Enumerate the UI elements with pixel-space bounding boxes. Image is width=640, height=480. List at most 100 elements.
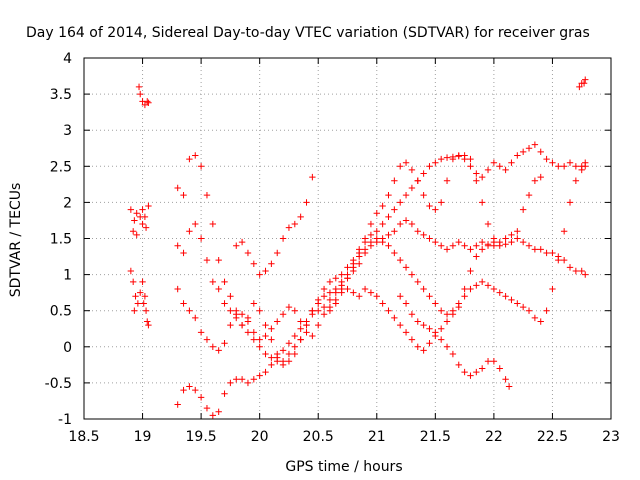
data-point [426, 235, 433, 242]
data-point [215, 256, 222, 264]
data-point [186, 383, 193, 390]
data-point [478, 173, 486, 181]
x-axis-title: GPS time / hours [285, 459, 402, 475]
data-point [227, 321, 234, 329]
data-point [197, 329, 205, 336]
y-tick-label: 1 [63, 268, 72, 284]
data-point [426, 293, 433, 300]
data-point [408, 271, 416, 278]
data-point [437, 307, 445, 314]
data-point [145, 99, 152, 106]
data-point [473, 253, 480, 260]
data-point [484, 358, 492, 365]
data-point [397, 163, 404, 170]
data-point [408, 336, 416, 343]
data-point [478, 238, 486, 246]
data-point [233, 311, 240, 318]
data-point [531, 314, 539, 322]
data-point [420, 321, 427, 329]
data-point [455, 238, 462, 246]
data-point [373, 238, 380, 246]
series-arc-6 [326, 217, 498, 314]
data-point [473, 282, 480, 289]
data-point [192, 152, 199, 159]
data-point [467, 267, 474, 275]
data-point [496, 242, 503, 249]
data-point [496, 289, 503, 296]
data-point [180, 300, 187, 307]
data-point [420, 170, 427, 177]
data-point [385, 213, 392, 221]
data-point [443, 311, 451, 318]
data-point [402, 329, 410, 336]
data-point [139, 220, 146, 228]
data-point [144, 318, 151, 325]
data-point [379, 235, 386, 242]
data-point [356, 260, 363, 267]
data-point [449, 153, 457, 161]
y-tick-label: 0 [63, 340, 72, 356]
data-point [566, 264, 574, 271]
data-point [250, 329, 258, 336]
data-point [432, 238, 439, 246]
data-point [320, 285, 328, 293]
data-point [443, 343, 451, 350]
data-point [186, 307, 193, 314]
data-point [484, 241, 492, 248]
data-point [484, 220, 492, 228]
data-point [297, 325, 304, 332]
data-point [338, 271, 345, 278]
data-point [555, 253, 562, 260]
data-point [455, 361, 462, 369]
data-point [432, 300, 439, 307]
data-point [572, 267, 580, 275]
data-point [332, 300, 339, 307]
data-point [140, 300, 147, 307]
data-point [320, 311, 328, 318]
data-point [303, 199, 310, 206]
y-tick-label: 1.5 [50, 232, 72, 248]
data-point [139, 206, 146, 213]
data-point [566, 199, 574, 206]
data-point [437, 325, 445, 332]
data-point [297, 336, 304, 343]
data-point [531, 177, 539, 184]
data-point [414, 228, 421, 235]
data-point [244, 318, 252, 325]
data-point [134, 300, 142, 307]
data-point [268, 325, 275, 332]
data-point [142, 307, 150, 314]
data-point [519, 238, 527, 246]
data-point [467, 163, 474, 170]
series-early-outlier [135, 83, 152, 109]
data-point [132, 293, 139, 300]
data-point [543, 307, 550, 314]
data-point [238, 321, 246, 329]
y-tick-label: -1 [58, 412, 72, 428]
data-point [496, 365, 503, 372]
data-point [141, 293, 149, 300]
data-point [129, 278, 137, 286]
data-point [437, 155, 445, 163]
data-point [350, 264, 357, 271]
data-point [502, 235, 509, 242]
axis-ticks: 18.5 19 19.5 20 20.5 21 21.5 22 22.5 23-1-0.500.5… [45, 51, 620, 445]
data-point [508, 159, 515, 166]
data-point [549, 159, 556, 166]
data-point [582, 271, 589, 278]
y-axis-title: SDTVAR / TECUs [8, 183, 24, 298]
data-point [461, 368, 468, 376]
data-point [180, 386, 187, 394]
data-point [443, 246, 451, 253]
data-point [572, 177, 580, 184]
data-point [315, 321, 322, 329]
data-point [385, 191, 392, 199]
data-point [192, 314, 199, 322]
y-tick-label: 3.5 [50, 87, 72, 103]
data-point [580, 80, 588, 87]
data-point [274, 249, 281, 257]
data-point [408, 184, 416, 192]
data-point [174, 242, 181, 249]
data-point [397, 293, 404, 300]
data-point [361, 285, 369, 293]
